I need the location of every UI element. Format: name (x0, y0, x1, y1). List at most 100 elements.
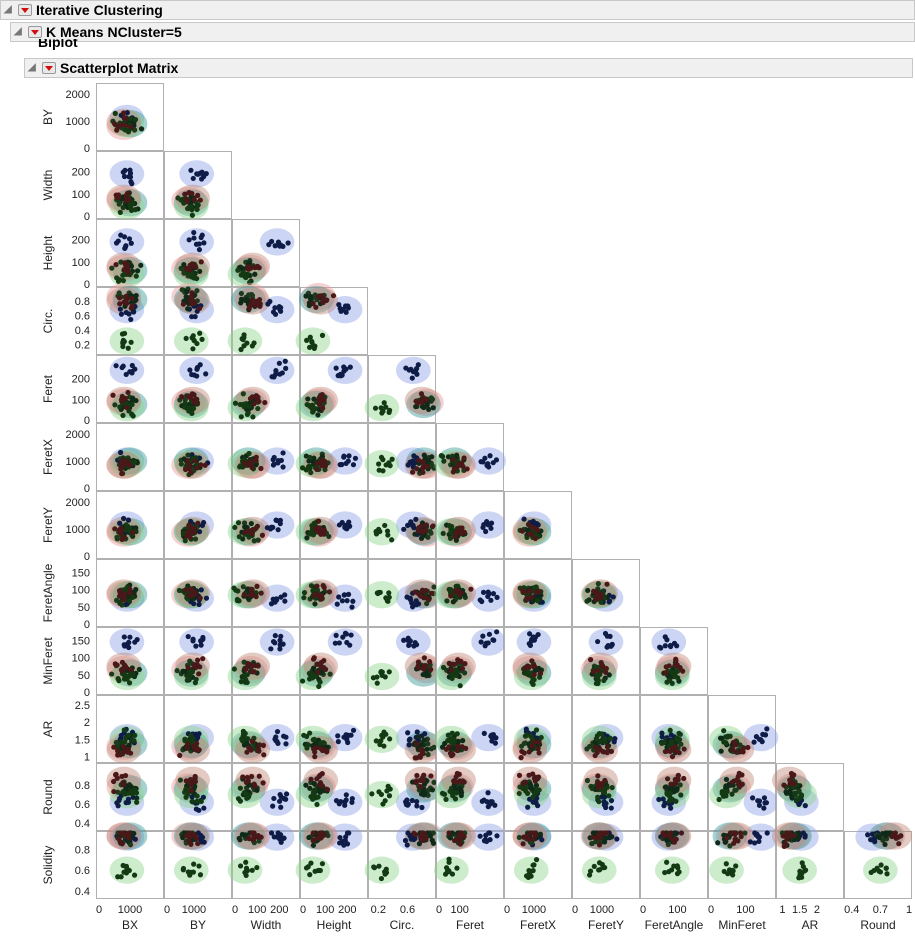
cell-Circ.-Feret[interactable] (368, 355, 436, 423)
density-ellipse-1 (109, 160, 145, 188)
red-triangle-menu-icon[interactable] (18, 4, 32, 16)
data-point-5 (258, 590, 264, 596)
scatterplot-matrix-header[interactable]: ◢ Scatterplot Matrix (24, 58, 913, 78)
iterative-clustering-header[interactable]: ◢ Iterative Clustering (0, 0, 915, 20)
data-point-5 (428, 666, 434, 673)
data-point-1 (608, 805, 614, 811)
data-point-3 (134, 795, 140, 801)
col-label-Height: Height (317, 918, 352, 932)
data-point-1 (336, 302, 342, 308)
data-point-1 (278, 594, 284, 600)
data-point-5 (454, 747, 460, 754)
data-point-4 (239, 736, 245, 742)
cell-BX-Round[interactable] (96, 763, 164, 831)
data-point-1 (343, 366, 349, 372)
data-point-5 (455, 657, 461, 663)
data-point-1 (277, 637, 283, 643)
data-point-1 (128, 240, 134, 246)
data-point-4 (595, 676, 601, 682)
y-tick-Width-2: 0 (84, 211, 90, 223)
data-point-3 (138, 126, 145, 132)
cell-FeretX-MinFeret[interactable] (504, 627, 572, 695)
data-point-1 (272, 243, 278, 249)
data-point-3 (723, 776, 730, 783)
data-point-4 (240, 728, 246, 734)
data-point-5 (787, 832, 793, 838)
data-point-3 (875, 834, 882, 840)
data-point-4 (242, 869, 248, 876)
data-point-5 (246, 305, 252, 311)
cell-Width-FeretAngle[interactable] (232, 559, 300, 627)
kmeans-header[interactable]: ◢ K Means NCluster=5 (10, 22, 915, 42)
data-point-4 (299, 678, 306, 684)
disclosure-triangle-icon[interactable]: ◢ (4, 4, 12, 15)
disclosure-triangle-icon[interactable]: ◢ (28, 62, 36, 73)
data-point-1 (483, 640, 489, 646)
data-point-5 (673, 836, 679, 842)
data-point-4 (381, 400, 387, 406)
data-point-1 (198, 587, 204, 593)
data-point-5 (112, 121, 118, 127)
data-point-5 (730, 746, 736, 753)
data-point-1 (526, 631, 533, 637)
data-point-1 (479, 798, 485, 804)
data-point-4 (312, 868, 318, 874)
data-point-4 (529, 735, 535, 741)
cell-FeretY-FeretAngle[interactable] (572, 559, 640, 627)
data-point-5 (185, 393, 191, 399)
x-tick-Feret-0: 0 (436, 904, 442, 916)
data-point-2 (665, 841, 671, 848)
data-point-4 (232, 400, 239, 406)
data-point-1 (668, 805, 674, 811)
data-point-4 (601, 790, 608, 796)
data-point-4 (378, 791, 385, 798)
data-point-5 (604, 830, 610, 836)
data-point-5 (250, 837, 257, 843)
data-point-4 (369, 791, 375, 797)
cell-FeretY-MinFeret[interactable] (572, 627, 640, 695)
data-point-1 (198, 642, 204, 648)
data-point-1 (344, 841, 351, 847)
data-point-5 (460, 463, 466, 470)
cell-Feret-Round[interactable] (436, 763, 504, 831)
data-point-5 (124, 300, 130, 307)
data-point-5 (740, 746, 746, 752)
data-point-5 (247, 592, 253, 598)
data-point-4 (301, 590, 308, 596)
data-point-5 (414, 755, 420, 761)
data-point-5 (253, 594, 259, 600)
data-point-5 (184, 745, 190, 751)
data-point-5 (410, 469, 416, 475)
data-point-1 (413, 369, 419, 375)
data-point-1 (350, 727, 357, 733)
red-triangle-menu-icon[interactable] (42, 62, 56, 74)
cell-BY-Height[interactable] (164, 219, 232, 287)
data-point-5 (192, 778, 199, 785)
data-point-5 (595, 779, 601, 786)
disclosure-triangle-icon[interactable]: ◢ (14, 26, 22, 37)
data-point-2 (431, 779, 437, 785)
data-point-4 (380, 468, 386, 474)
data-point-1 (198, 176, 205, 182)
data-point-4 (444, 598, 450, 604)
data-point-4 (533, 584, 539, 590)
density-ellipse-1 (259, 511, 295, 539)
x-tick-Width-0: 0 (232, 904, 238, 916)
data-point-5 (448, 593, 454, 599)
col-label-Feret: Feret (456, 918, 485, 932)
data-point-1 (271, 454, 277, 461)
data-point-5 (318, 664, 325, 670)
red-triangle-menu-icon[interactable] (28, 26, 42, 38)
data-point-4 (602, 736, 608, 742)
cell-Width-Feret[interactable] (232, 355, 300, 423)
data-point-4 (593, 736, 600, 742)
data-point-5 (249, 773, 255, 780)
data-point-5 (733, 777, 740, 783)
data-point-4 (121, 330, 128, 337)
biplot-header[interactable]: Biplot (32, 39, 94, 51)
cell-Height-MinFeret[interactable] (300, 627, 368, 695)
cell-Height-AR[interactable] (300, 695, 368, 763)
data-point-4 (443, 796, 449, 803)
data-point-1 (347, 364, 353, 370)
